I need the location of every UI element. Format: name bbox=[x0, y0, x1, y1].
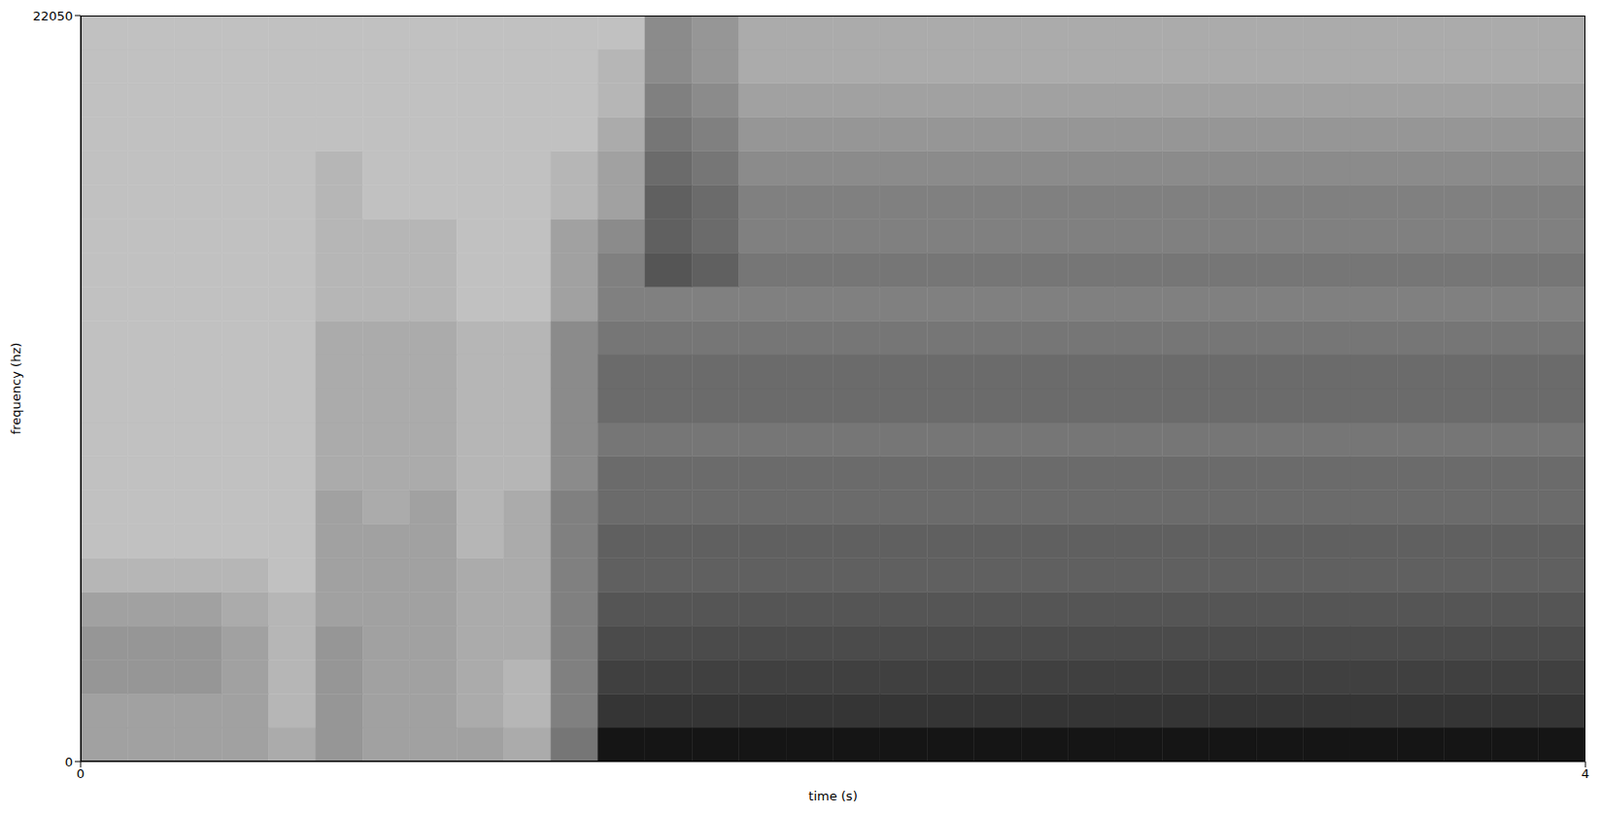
svg-text:0: 0 bbox=[65, 754, 73, 770]
svg-text:time (s): time (s) bbox=[808, 788, 857, 804]
svg-text:0: 0 bbox=[76, 766, 85, 782]
svg-text:4: 4 bbox=[1581, 766, 1590, 782]
svg-text:frequency (hz): frequency (hz) bbox=[8, 342, 24, 436]
svg-text:22050: 22050 bbox=[33, 8, 73, 24]
